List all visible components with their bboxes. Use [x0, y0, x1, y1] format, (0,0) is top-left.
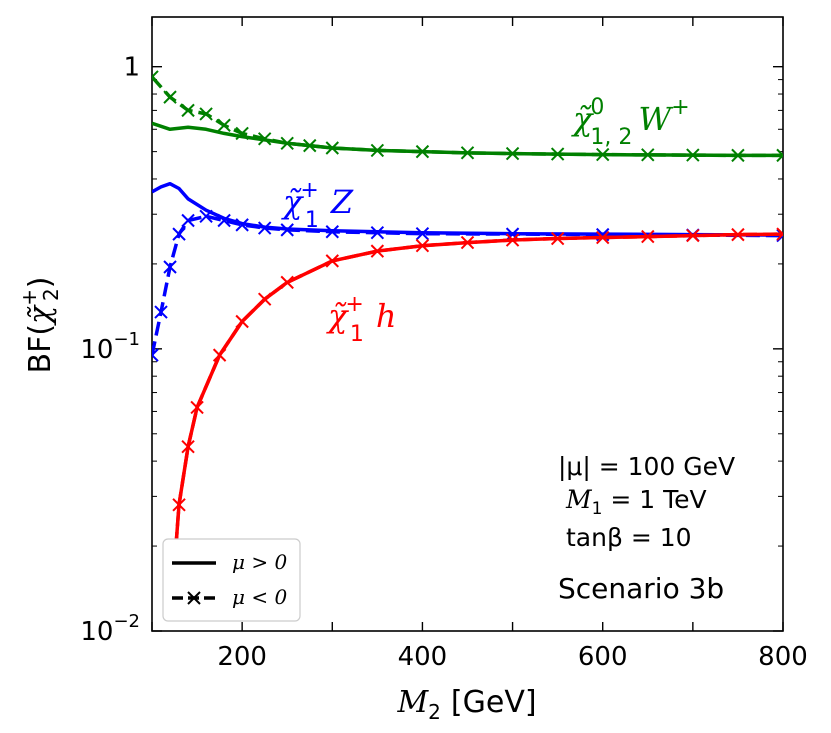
tick-labels: 200 400 600 800 1 10−1 10−2 [80, 53, 807, 672]
annotation-scenario: Scenario 3b [558, 572, 724, 605]
series-marker-W [731, 148, 745, 163]
axis-ticks [151, 17, 784, 632]
series-marker-W [217, 118, 231, 132]
series-marker-Z [172, 227, 186, 241]
series-marker-h [212, 348, 227, 362]
curve-label-z: χ̃+ 1 Z [281, 178, 354, 233]
y-axis-label: BF(χ̃+2) [17, 277, 63, 374]
series-marker-h [731, 227, 745, 242]
legend-mu-positive-label: μ > 0 [232, 550, 287, 574]
series-marker-W [257, 132, 272, 146]
series-marker-W [505, 146, 520, 161]
series-marker-Z [154, 305, 168, 319]
series-marker-Z [181, 213, 195, 228]
series-marker-Z [163, 260, 177, 274]
series-marker-Z [152, 348, 159, 362]
series-marker-W [460, 146, 475, 160]
series-marker-h [460, 235, 475, 250]
legend: μ > 0 μ < 0 [162, 538, 301, 622]
x-tick-label: 200 [217, 642, 267, 672]
series-marker-W [596, 147, 610, 162]
x-tick-label: 600 [578, 642, 628, 672]
x-axis-label: M2 [GeV] [396, 685, 536, 724]
series-marker-Z [325, 225, 339, 239]
series-marker-h [190, 400, 204, 415]
series-marker-Z [199, 209, 213, 223]
series-marker-Z [415, 226, 430, 241]
annotation-m1: M1 = 1 TeV [565, 485, 707, 519]
series-marker-W [415, 144, 430, 159]
series-line-Z-mu<0 [152, 214, 783, 356]
series-marker-h [505, 233, 520, 247]
series-marker-h [776, 227, 783, 241]
series-marker-Z [280, 223, 294, 237]
series-marker-Z [235, 218, 249, 232]
series-marker-h [325, 254, 339, 268]
series-marker-W [181, 103, 195, 118]
series-marker-W [370, 143, 385, 158]
legend-x-marker [187, 591, 201, 605]
series-marker-h [181, 439, 195, 454]
series-marker-W [641, 148, 655, 162]
series-marker-h [686, 228, 700, 243]
series-marker-W [280, 136, 294, 151]
series-marker-Z [257, 221, 272, 235]
series-marker-W [163, 90, 177, 104]
annotation-tanbeta: tanβ = 10 [566, 523, 692, 552]
series-line-Z-mu>0 [152, 181, 783, 237]
series-line-h-mu>0 [172, 232, 783, 567]
series-marker-h [550, 231, 565, 246]
series-line-h-mu<0 [172, 232, 783, 567]
series-marker-W [550, 147, 565, 161]
series-marker-W [776, 148, 783, 163]
curve-label-w: χ̃0 1, 2 W+ [571, 95, 690, 150]
series-marker-W [235, 126, 249, 141]
series-marker-h [172, 498, 186, 512]
legend-mu-negative-label: μ < 0 [232, 585, 287, 609]
series-marker-W [199, 107, 213, 121]
y-tick-label: 1 [123, 53, 140, 83]
y-tick-label: 10−1 [80, 329, 140, 365]
x-tick-label: 400 [398, 642, 448, 672]
series-marker-h [235, 314, 249, 329]
curve-label-h: χ̃+ 1 h [326, 292, 396, 347]
series-marker-h [280, 275, 294, 290]
series-marker-Z [776, 228, 783, 243]
series-layer [152, 70, 783, 573]
series-marker-W [152, 70, 159, 84]
series-marker-h [596, 230, 610, 245]
series-marker-h [415, 239, 430, 253]
annotation-mu: |μ| = 100 GeV [558, 452, 735, 481]
series-marker-W [325, 141, 339, 155]
series-marker-h [257, 292, 272, 306]
series-marker-W [303, 138, 317, 153]
series-marker-h [641, 229, 655, 244]
series-marker-Z [217, 213, 231, 228]
y-tick-label: 10−2 [80, 611, 140, 647]
x-tick-label: 800 [758, 642, 808, 672]
series-marker-W [686, 148, 700, 162]
series-marker-Z [370, 225, 385, 240]
series-marker-h [370, 244, 385, 258]
plot-frame [151, 16, 784, 632]
